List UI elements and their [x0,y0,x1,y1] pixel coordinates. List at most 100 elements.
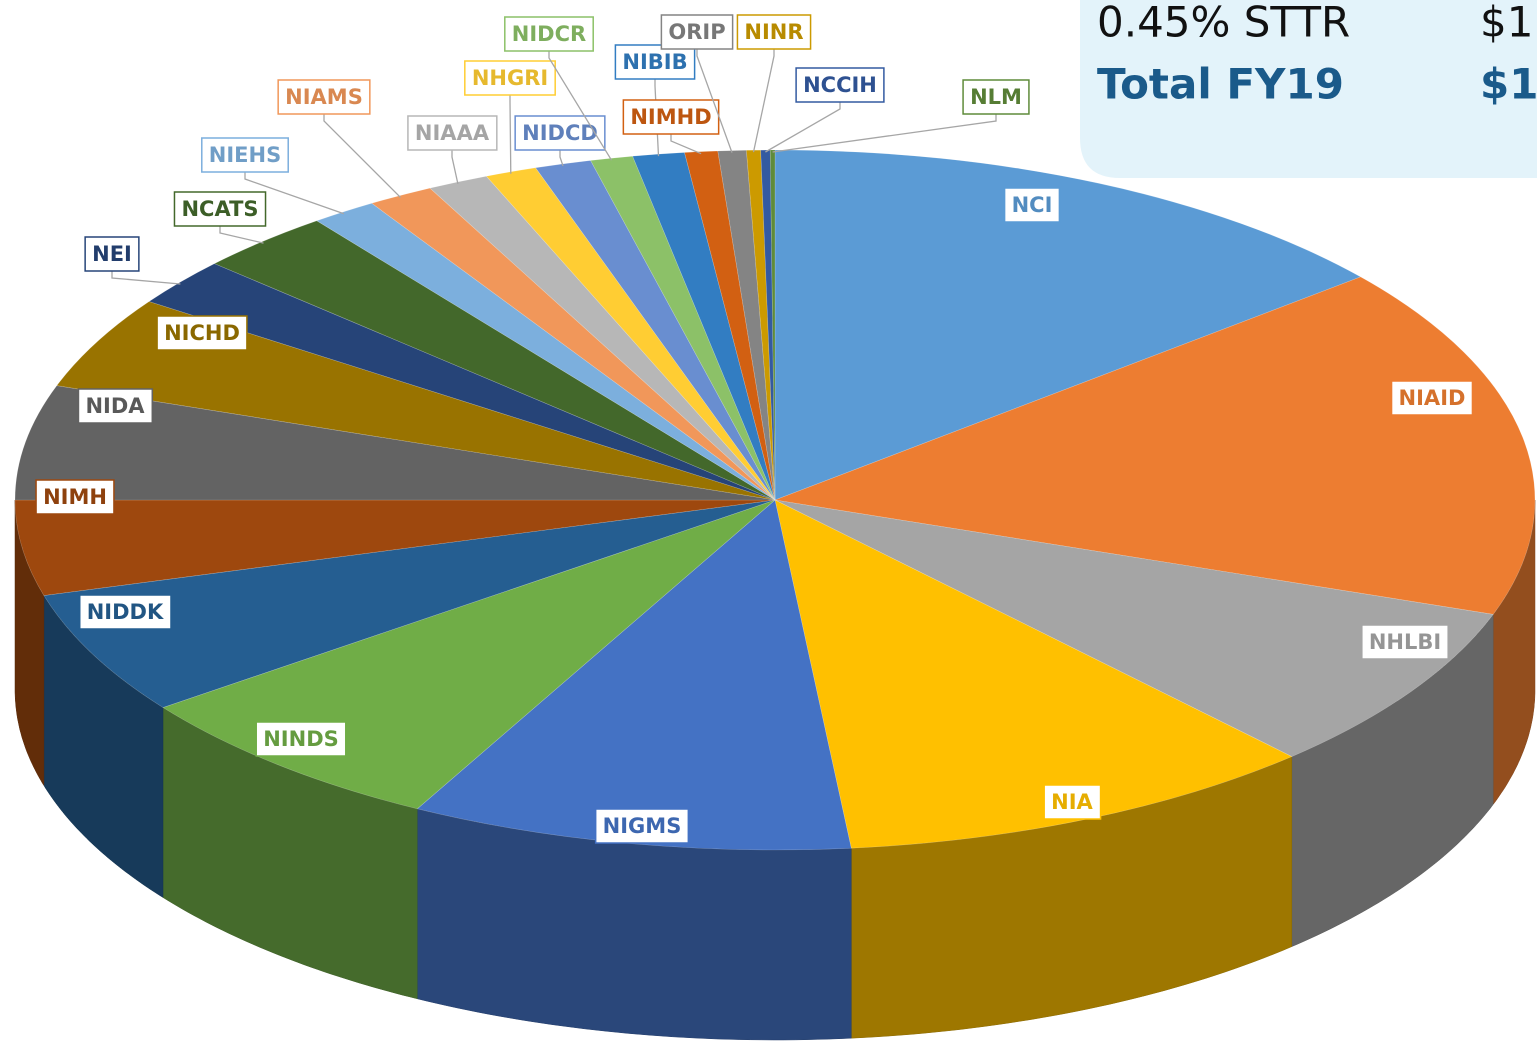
label-box [35,479,115,515]
slice-label: NIDA [77,388,154,424]
info-amount: $1 [1480,60,1537,109]
info-box-bg [1080,0,1537,178]
leader-line [559,149,564,167]
slice [316,202,776,501]
label-box [407,115,498,151]
slice-label: NIMH [35,479,115,515]
leader-line [244,171,345,215]
labels: NCI NIAID NHLBI NIA NIGMS NINDS NIDDK NIMH NIDA N… [35,14,1474,844]
slice-label: NINDS [255,721,347,757]
slice-label: NIAID [1390,380,1474,416]
label-text: NINDS [263,727,339,751]
leader-line [772,113,997,153]
leader-line [509,94,512,174]
label-box [962,79,1030,115]
label-text: NLM [970,85,1022,109]
label-text: NICHD [164,321,240,345]
label-text: NHLBI [1369,630,1441,654]
label-box [78,594,172,630]
label-text: NCATS [181,197,258,221]
leader-line [765,101,841,153]
label-box [504,16,594,52]
label-text: NCCIH [803,73,877,97]
label-box [1043,784,1102,820]
label-box [594,808,690,844]
slice-label: NIMHD [622,99,720,135]
slice [774,149,1362,501]
slice [213,220,776,501]
slice [684,150,776,501]
leader-line [451,149,459,185]
info-label: 0.45% STTR [1097,0,1350,47]
info-label: Total FY19 [1097,60,1344,109]
leader-line [323,113,401,198]
slice [760,149,776,501]
label-box [660,14,734,50]
slice [56,301,776,501]
slice-label: NICHD [156,315,248,351]
slice-side [14,500,45,787]
label-text: NIGMS [603,814,682,838]
slice-label: NCCIH [795,67,885,103]
label-text: NIAMS [285,85,363,109]
label-text: NIBIB [622,50,687,74]
slice-label: NCATS [173,191,267,227]
slice-label: NHGRI [464,60,556,96]
label-text: NCI [1012,193,1053,217]
label-text: NINR [744,20,803,44]
info-box: 0.45% STTR $1 Total FY19 $1 [1080,0,1537,178]
leader-line [219,225,264,244]
label-box [255,721,347,757]
slice-label: NIDCD [514,115,606,151]
label-box [84,236,140,272]
label-box [201,137,289,173]
label-text: ORIP [668,20,725,44]
leader-line [670,133,702,155]
slice-label: NIDCR [504,16,594,52]
label-text: NHGRI [472,66,548,90]
label-box [464,60,556,96]
leader-line [696,48,733,153]
label-box [736,14,812,50]
info-amount: $1 [1480,0,1533,47]
slice-label: NIA [1043,784,1102,820]
slice-label: NHLBI [1361,624,1449,660]
slice [14,499,776,596]
label-box [77,388,154,424]
label-box [1361,624,1449,660]
slice [371,187,776,501]
label-text: NIDCD [522,121,598,145]
label-box [795,67,885,103]
leader-line [111,270,181,285]
label-box [277,79,371,115]
slice-label: NLM [962,79,1030,115]
label-text: NIMHD [630,105,711,129]
label-box [614,44,696,80]
label-box [156,315,248,351]
label-text: NIA [1051,790,1093,814]
label-text: NIAID [1399,386,1466,410]
slice [148,263,776,501]
slice [769,149,776,501]
label-text: NIDCR [512,22,586,46]
slice [717,149,776,501]
slice-label: NCI [1003,187,1061,223]
leader-line [548,50,613,161]
slice-label: NIEHS [201,137,289,173]
label-box [514,115,606,151]
label-text: NIDDK [87,600,164,624]
slice-label: NIAMS [277,79,371,115]
label-text: NIEHS [209,143,281,167]
label-text: NEI [92,242,132,266]
slice-label: NIBIB [614,44,696,80]
slice-label: NEI [84,236,140,272]
label-text: NIDA [85,394,145,418]
label-text: NIAAA [415,121,490,145]
label-box [1003,187,1061,223]
label-box [173,191,267,227]
label-text: NIMH [43,485,107,509]
slice [14,385,776,501]
leader-line [752,48,775,153]
